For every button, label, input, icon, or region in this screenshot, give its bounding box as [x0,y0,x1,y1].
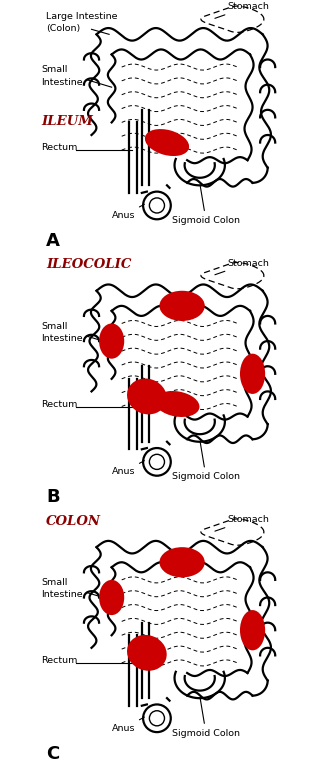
Text: Anus: Anus [112,204,144,220]
Ellipse shape [240,610,265,651]
Text: Rectum: Rectum [41,400,77,409]
Text: A: A [46,232,60,249]
Text: Stomach: Stomach [215,2,269,18]
Text: Intestine: Intestine [41,334,83,343]
Text: Small: Small [41,65,67,74]
Text: ILEUM: ILEUM [41,115,93,128]
Text: Anus: Anus [112,717,144,733]
Ellipse shape [99,323,124,359]
Ellipse shape [145,129,189,156]
Text: Rectum: Rectum [41,656,77,665]
Text: B: B [46,488,60,506]
Text: Sigmoid Colon: Sigmoid Colon [172,698,240,738]
Text: Rectum: Rectum [41,143,77,152]
Text: C: C [46,745,59,762]
Text: Sigmoid Colon: Sigmoid Colon [172,442,240,481]
Text: Sigmoid Colon: Sigmoid Colon [172,186,240,225]
Ellipse shape [159,291,205,321]
Text: COLON: COLON [46,514,101,527]
Text: Small: Small [41,578,67,587]
Text: Small: Small [41,322,67,330]
Text: Stomach: Stomach [215,259,269,275]
Ellipse shape [155,391,199,417]
Text: Large Intestine: Large Intestine [46,12,118,21]
Ellipse shape [240,353,265,394]
Ellipse shape [159,547,205,578]
Ellipse shape [127,635,167,671]
Ellipse shape [127,379,167,414]
Text: Intestine: Intestine [41,78,83,87]
Text: Stomach: Stomach [215,515,269,531]
Text: (Colon): (Colon) [46,25,80,33]
Text: Anus: Anus [112,460,144,477]
Ellipse shape [99,580,124,615]
Text: Intestine: Intestine [41,591,83,600]
Text: ILEOCOLIC: ILEOCOLIC [46,258,132,271]
